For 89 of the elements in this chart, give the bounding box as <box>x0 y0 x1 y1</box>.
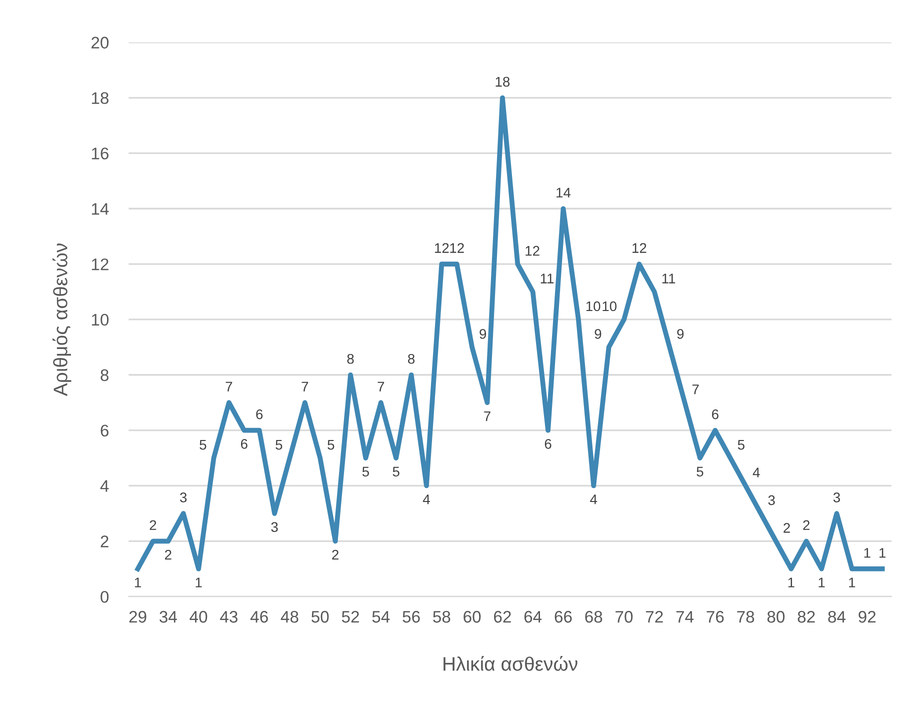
data-label: 3 <box>768 495 775 506</box>
data-label: 6 <box>240 439 248 449</box>
x-tick-label: 62 <box>494 610 511 623</box>
x-tick-label: 54 <box>372 611 390 623</box>
data-label: 5 <box>276 440 282 450</box>
data-label: 4 <box>752 468 760 478</box>
x-tick-label: 56 <box>402 610 420 623</box>
x-tick-label: 43 <box>220 610 238 623</box>
x-tick-label: 46 <box>250 610 268 623</box>
x-tick-label: 84 <box>828 610 846 623</box>
data-label: 8 <box>408 354 415 364</box>
data-label: 11 <box>662 274 676 284</box>
data-label: 6 <box>256 409 263 420</box>
line-series <box>135 95 885 572</box>
data-label: 5 <box>200 440 206 450</box>
data-label: 7 <box>302 382 308 392</box>
data-label: 2 <box>165 550 172 560</box>
data-label: 1 <box>788 578 794 588</box>
data-label: 2 <box>150 520 156 530</box>
y-tick-label: 10 <box>92 314 109 326</box>
data-label: 12 <box>632 243 646 253</box>
data-label: 6 <box>544 439 552 449</box>
data-label: 7 <box>484 411 490 421</box>
x-tick-label: 78 <box>737 610 754 623</box>
data-label: 1 <box>196 578 202 588</box>
y-tick-label: 8 <box>100 369 108 382</box>
data-label: 8 <box>347 354 354 364</box>
data-label: 7 <box>378 382 384 392</box>
x-tick-label: 60 <box>464 610 481 623</box>
x-tick-label: 34 <box>160 610 177 623</box>
x-tick-label: 72 <box>646 610 663 623</box>
data-label: 7 <box>692 384 699 394</box>
y-axis-title: Αριθμός ασθενών <box>52 244 72 396</box>
data-label: 3 <box>271 522 278 532</box>
data-label: 12 <box>450 243 464 253</box>
data-label: 2 <box>332 550 338 560</box>
data-label: 5 <box>392 466 400 477</box>
x-tick-label: 76 <box>706 610 724 623</box>
data-label: 10 <box>602 301 617 312</box>
data-label: 1 <box>818 578 825 588</box>
data-label: 5 <box>328 440 334 450</box>
data-label: 5 <box>362 466 369 477</box>
data-label: 14 <box>556 188 571 198</box>
y-tick-label: 18 <box>92 92 108 104</box>
data-label: 4 <box>422 494 430 504</box>
data-label: 4 <box>590 494 598 504</box>
data-label: 9 <box>677 329 684 339</box>
x-tick-label: 52 <box>342 610 359 623</box>
data-label: 1 <box>849 578 856 588</box>
y-tick-label: 2 <box>100 536 108 548</box>
x-tick-label: 58 <box>433 610 450 623</box>
data-label: 12 <box>435 243 449 253</box>
x-tick-label: 29 <box>129 610 146 623</box>
data-label: 2 <box>784 523 790 533</box>
x-tick-label: 82 <box>798 610 815 623</box>
y-tick-label: 12 <box>92 258 108 270</box>
x-tick-label: 80 <box>767 610 785 623</box>
data-label: 2 <box>803 520 810 530</box>
x-tick-label: 74 <box>676 611 694 623</box>
data-label: 1 <box>134 578 141 588</box>
data-label: 5 <box>696 466 704 477</box>
data-label: 1 <box>880 548 886 558</box>
x-tick-label: 40 <box>190 610 208 623</box>
data-label: 3 <box>180 492 187 502</box>
data-label: 5 <box>738 440 744 450</box>
data-label: 1 <box>864 548 870 558</box>
data-label: 7 <box>226 382 232 392</box>
y-tick-label: 6 <box>100 424 108 437</box>
x-tick-label: 48 <box>280 610 298 623</box>
x-tick-label: 50 <box>312 610 329 623</box>
y-tick-label: 14 <box>92 203 109 215</box>
data-label: 9 <box>480 329 486 339</box>
x-tick-label: 68 <box>585 610 602 623</box>
data-label: 10 <box>586 301 600 312</box>
y-tick-label: 4 <box>100 480 109 492</box>
y-tick-label: 20 <box>92 36 109 49</box>
x-tick-label: 66 <box>554 610 572 623</box>
data-label: 12 <box>526 246 540 256</box>
data-label: 3 <box>833 492 840 502</box>
y-tick-label: 0 <box>100 590 109 603</box>
x-tick-label: 70 <box>616 610 633 623</box>
data-label: 18 <box>496 76 510 87</box>
x-axis-title: Ηλικία ασθενών <box>444 656 578 671</box>
x-tick-label: 64 <box>524 610 542 623</box>
y-tick-label: 16 <box>92 148 108 160</box>
x-tick-label: 92 <box>858 610 876 623</box>
data-label: 9 <box>594 329 602 339</box>
data-label: 11 <box>540 274 554 284</box>
data-label: 6 <box>712 409 718 420</box>
